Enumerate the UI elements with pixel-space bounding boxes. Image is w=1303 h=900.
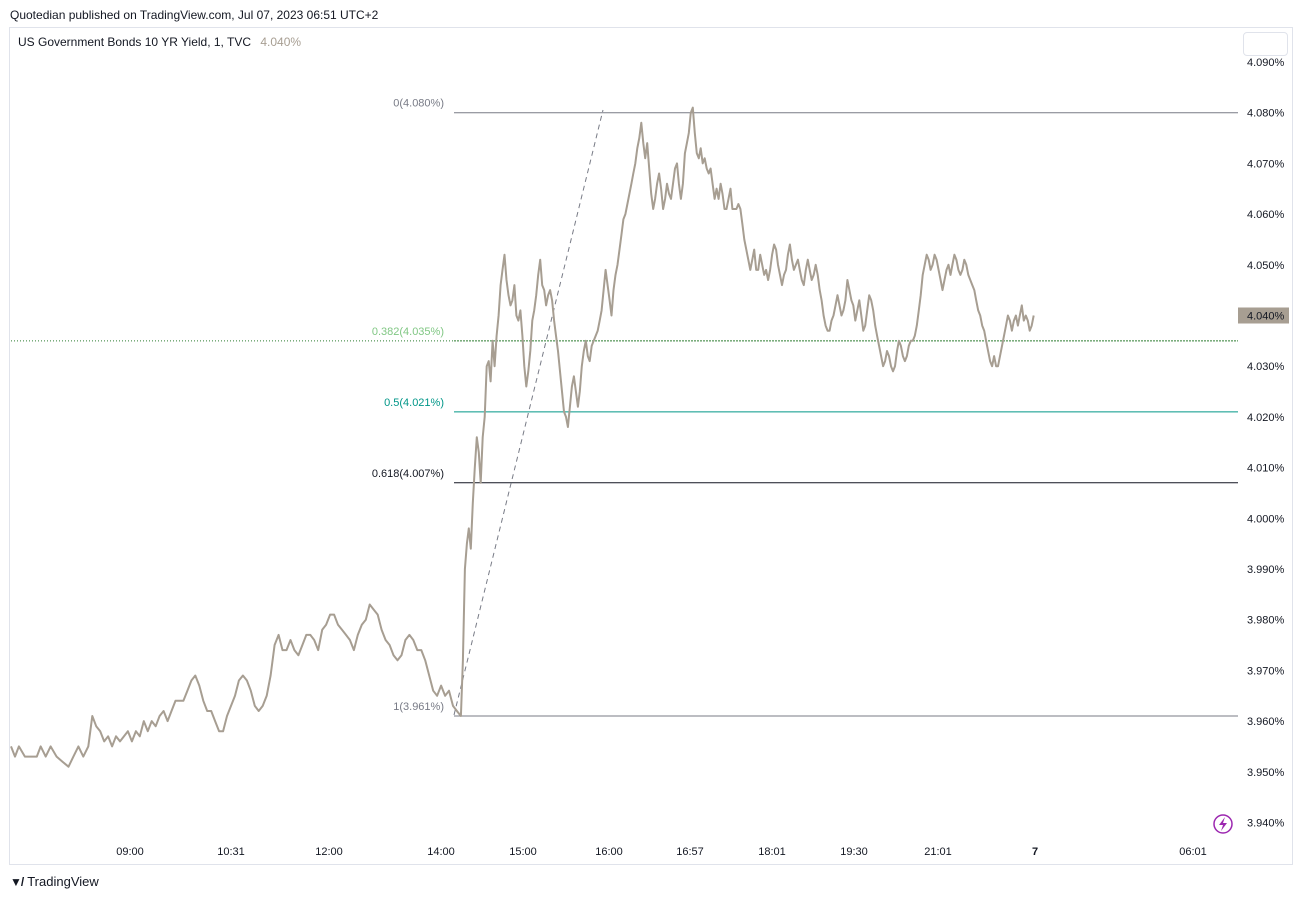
y-tick-label: 4.010% xyxy=(1247,463,1285,475)
footer-brand[interactable]: ▼/ TradingView xyxy=(10,874,99,889)
price-axis: 4.090% 4.080% 4.070% 4.060% 4.050% 4.030% 4.02… xyxy=(1238,57,1289,830)
x-tick-label: 21:01 xyxy=(924,846,952,858)
x-tick-label: 15:00 xyxy=(509,846,537,858)
time-axis: 09:00 10:31 12:00 14:00 15:00 16:00 16:57 18:01… xyxy=(116,846,1207,858)
fib-level-label: 0.618(4.007%) xyxy=(372,468,444,480)
x-tick-label: 14:00 xyxy=(427,846,455,858)
y-tick-label: 4.090% xyxy=(1247,57,1285,69)
y-tick-label: 3.960% xyxy=(1247,716,1285,728)
y-tick-label: 4.050% xyxy=(1247,260,1285,272)
series-layer xyxy=(10,106,1035,768)
x-tick-label: 7 xyxy=(1032,846,1038,858)
x-tick-label: 09:00 xyxy=(116,846,144,858)
fib-level-label: 0.382(4.035%) xyxy=(372,326,444,338)
x-tick-label: 19:30 xyxy=(840,846,868,858)
fib-trend-line[interactable] xyxy=(453,109,604,716)
y-tick-label: 3.970% xyxy=(1247,665,1285,677)
last-price-tag xyxy=(1238,307,1289,324)
y-tick-label: 3.950% xyxy=(1247,767,1285,779)
y-tick-label: 4.080% xyxy=(1247,108,1285,120)
fib-level-label: 1(3.961%) xyxy=(393,701,444,713)
header-last-value: 4.040% xyxy=(260,35,302,49)
x-tick-label: 16:57 xyxy=(676,846,704,858)
lightning-icon[interactable] xyxy=(1213,814,1233,834)
tradingview-logo-icon: ▼/ xyxy=(10,874,24,889)
symbol-header[interactable]: US Government Bonds 10 YR Yield, 1, TVC … xyxy=(18,35,301,49)
fib-retracement: 0(4.080%) 0.382(4.035%) 0.5(4.021%) 0.618(4… xyxy=(11,98,1238,717)
x-tick-label: 18:01 xyxy=(758,846,786,858)
y-tick-label: 3.940% xyxy=(1247,818,1285,830)
fib-level-label: 0.5(4.021%) xyxy=(384,397,444,409)
publisher-line: Quotedian published on TradingView.com, … xyxy=(10,8,379,22)
y-tick-label: 4.020% xyxy=(1247,412,1285,424)
last-price-tag-label: 4.040% xyxy=(1247,311,1285,323)
x-tick-label: 16:00 xyxy=(595,846,623,858)
series-line xyxy=(10,106,1035,768)
footer-brand-label: TradingView xyxy=(27,874,99,889)
x-tick-label: 10:31 xyxy=(217,846,245,858)
fib-level-label: 0(4.080%) xyxy=(393,98,444,110)
x-tick-label: 12:00 xyxy=(315,846,343,858)
y-tick-label: 4.000% xyxy=(1247,513,1285,525)
chart-frame xyxy=(9,27,1293,865)
y-tick-label: 3.980% xyxy=(1247,615,1285,627)
symbol-title: US Government Bonds 10 YR Yield, 1, TVC xyxy=(18,35,252,49)
chart-settings-box[interactable] xyxy=(1243,32,1288,56)
y-tick-label: 4.070% xyxy=(1247,158,1285,170)
x-tick-label: 06:01 xyxy=(1179,846,1207,858)
y-tick-label: 4.030% xyxy=(1247,361,1285,373)
y-tick-label: 3.990% xyxy=(1247,564,1285,576)
y-tick-label: 4.060% xyxy=(1247,209,1285,221)
